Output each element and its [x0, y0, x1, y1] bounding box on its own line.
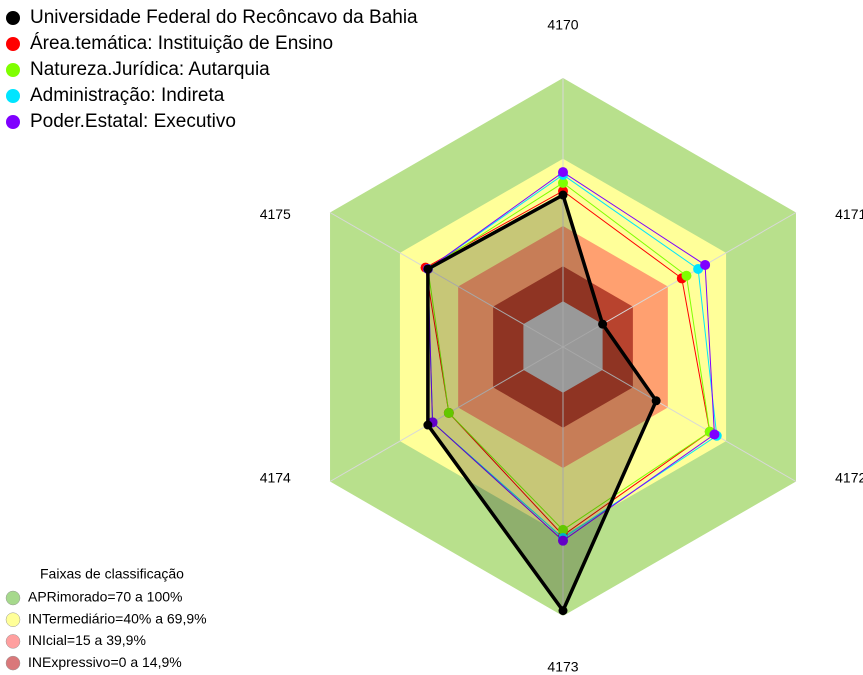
legend-marker	[6, 37, 20, 51]
band-legend-marker	[5, 612, 21, 627]
axis-label: 4172	[835, 469, 863, 485]
band-legend-marker	[5, 634, 21, 649]
series-point	[681, 270, 692, 281]
band-legend-label: INExpressivo=0 a 14,9%	[28, 654, 182, 670]
legend-label: Universidade Federal do Recôncavo da Bah…	[30, 7, 418, 28]
axis-label: 4174	[260, 469, 291, 485]
series-point	[443, 407, 454, 418]
axis-label: 4170	[547, 17, 578, 33]
spoke	[562, 346, 797, 482]
band-legend-marker	[5, 590, 21, 606]
series-point	[558, 167, 568, 178]
bands-legend-title: Faixas de classificação	[40, 566, 184, 582]
legend-label: Área.temática: Instituição de Ensino	[30, 33, 333, 54]
axis-label: 4173	[547, 659, 578, 675]
series-point	[651, 396, 661, 406]
series-point	[709, 429, 720, 440]
legend-marker	[6, 89, 20, 103]
band-legend-marker	[5, 655, 21, 671]
series-point	[558, 190, 568, 200]
series-point	[598, 319, 608, 329]
axis-label: 4175	[260, 206, 291, 222]
legend-marker	[6, 63, 20, 77]
series-point	[423, 420, 433, 430]
series-point	[558, 524, 568, 535]
axis-label: 4171	[835, 206, 863, 222]
band-legend-label: INIcial=15 a 39,9%	[28, 632, 146, 648]
band-legend-label: APRimorado=70 a 100%	[28, 589, 183, 605]
legend-marker	[6, 115, 20, 129]
legend-label: Administração: Indireta	[30, 85, 225, 106]
band-legend-label: INTermediário=40% a 69,9%	[28, 610, 207, 626]
legend-marker	[6, 11, 20, 25]
legend-label: Poder.Estatal: Executivo	[30, 111, 236, 132]
spoke	[329, 212, 564, 348]
series-point	[558, 606, 568, 616]
series-point	[700, 259, 711, 270]
series-point	[558, 177, 568, 188]
legend-label: Natureza.Jurídica: Autarquia	[30, 59, 270, 80]
series-point	[558, 535, 568, 546]
series-point	[423, 264, 433, 274]
